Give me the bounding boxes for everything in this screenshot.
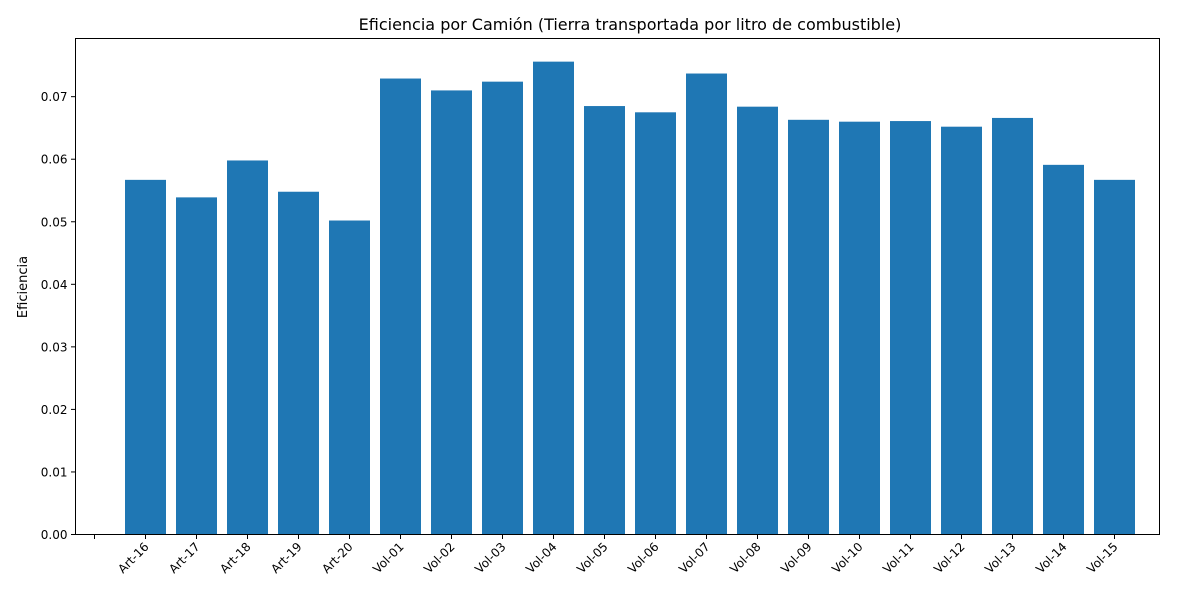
bar-vol-11: [890, 121, 931, 535]
x-tick-label: Vol-04: [523, 540, 559, 576]
bar-vol-13: [992, 117, 1033, 535]
x-tick-label: Vol-11: [880, 540, 916, 576]
y-tick-label: 0.00: [41, 528, 68, 542]
bar-art-16: [125, 179, 166, 535]
bar-vol-05: [584, 106, 625, 535]
x-tick-label: Art-18: [217, 540, 253, 576]
y-tick-label: 0.06: [41, 153, 68, 167]
x-tick-label: Vol-15: [1084, 540, 1120, 576]
x-tick-label: Vol-08: [727, 540, 763, 576]
bar-vol-04: [533, 61, 574, 535]
bar-vol-09: [788, 119, 829, 535]
bar-vol-01: [380, 78, 421, 535]
x-tick-label: Art-20: [319, 540, 355, 576]
bar-art-19: [278, 191, 319, 535]
x-tick-label: Vol-05: [574, 540, 610, 576]
x-tick-label: Vol-03: [472, 540, 508, 576]
y-tick-label: 0.04: [41, 278, 68, 292]
bar-vol-08: [737, 106, 778, 535]
x-axis-ticks: Art-16 Art-17 Art-18 Art-19 Art-20 Vol-01 Vol-…: [94, 534, 1121, 576]
bar-vol-02: [431, 90, 472, 535]
x-tick-label: Vol-09: [778, 540, 814, 576]
y-tick-label: 0.01: [41, 465, 68, 479]
bar-art-20: [329, 220, 370, 535]
x-tick-label: Vol-07: [676, 540, 712, 576]
x-tick-label: Vol-14: [1033, 540, 1069, 576]
x-tick-label: Art-19: [268, 540, 304, 576]
y-tick-label: 0.02: [41, 403, 68, 417]
chart-title: Eficiencia por Camión (Tierra transporta…: [359, 15, 902, 34]
y-tick-label: 0.05: [41, 215, 68, 229]
x-tick-label: Vol-06: [625, 540, 661, 576]
bar-vol-12: [941, 126, 982, 535]
plot-frame: [75, 38, 1160, 535]
bar-vol-14: [1043, 164, 1084, 535]
bar-vol-10: [839, 121, 880, 535]
y-axis-ticks: 0.00 0.01 0.02 0.03 0.04 0.05 0.06 0.07: [41, 90, 76, 542]
x-tick-label: Vol-13: [982, 540, 1018, 576]
bar-art-17: [176, 197, 217, 535]
y-tick-label: 0.07: [41, 90, 68, 104]
y-axis-label: Eficiencia: [16, 256, 31, 318]
x-tick-label: Vol-12: [931, 540, 967, 576]
x-tick-label: Art-17: [166, 540, 202, 576]
bar-vol-06: [635, 112, 676, 535]
x-tick-label: Vol-02: [421, 540, 457, 576]
x-tick-label: Vol-10: [829, 540, 865, 576]
bar-art-18: [227, 160, 268, 535]
x-tick-label: Art-16: [115, 540, 151, 576]
bars-group: [125, 61, 1135, 535]
bar-vol-15: [1094, 179, 1135, 535]
y-tick-label: 0.03: [41, 340, 68, 354]
bar-vol-03: [482, 81, 523, 535]
x-tick-label: Vol-01: [370, 540, 406, 576]
bar-vol-07: [686, 73, 727, 535]
